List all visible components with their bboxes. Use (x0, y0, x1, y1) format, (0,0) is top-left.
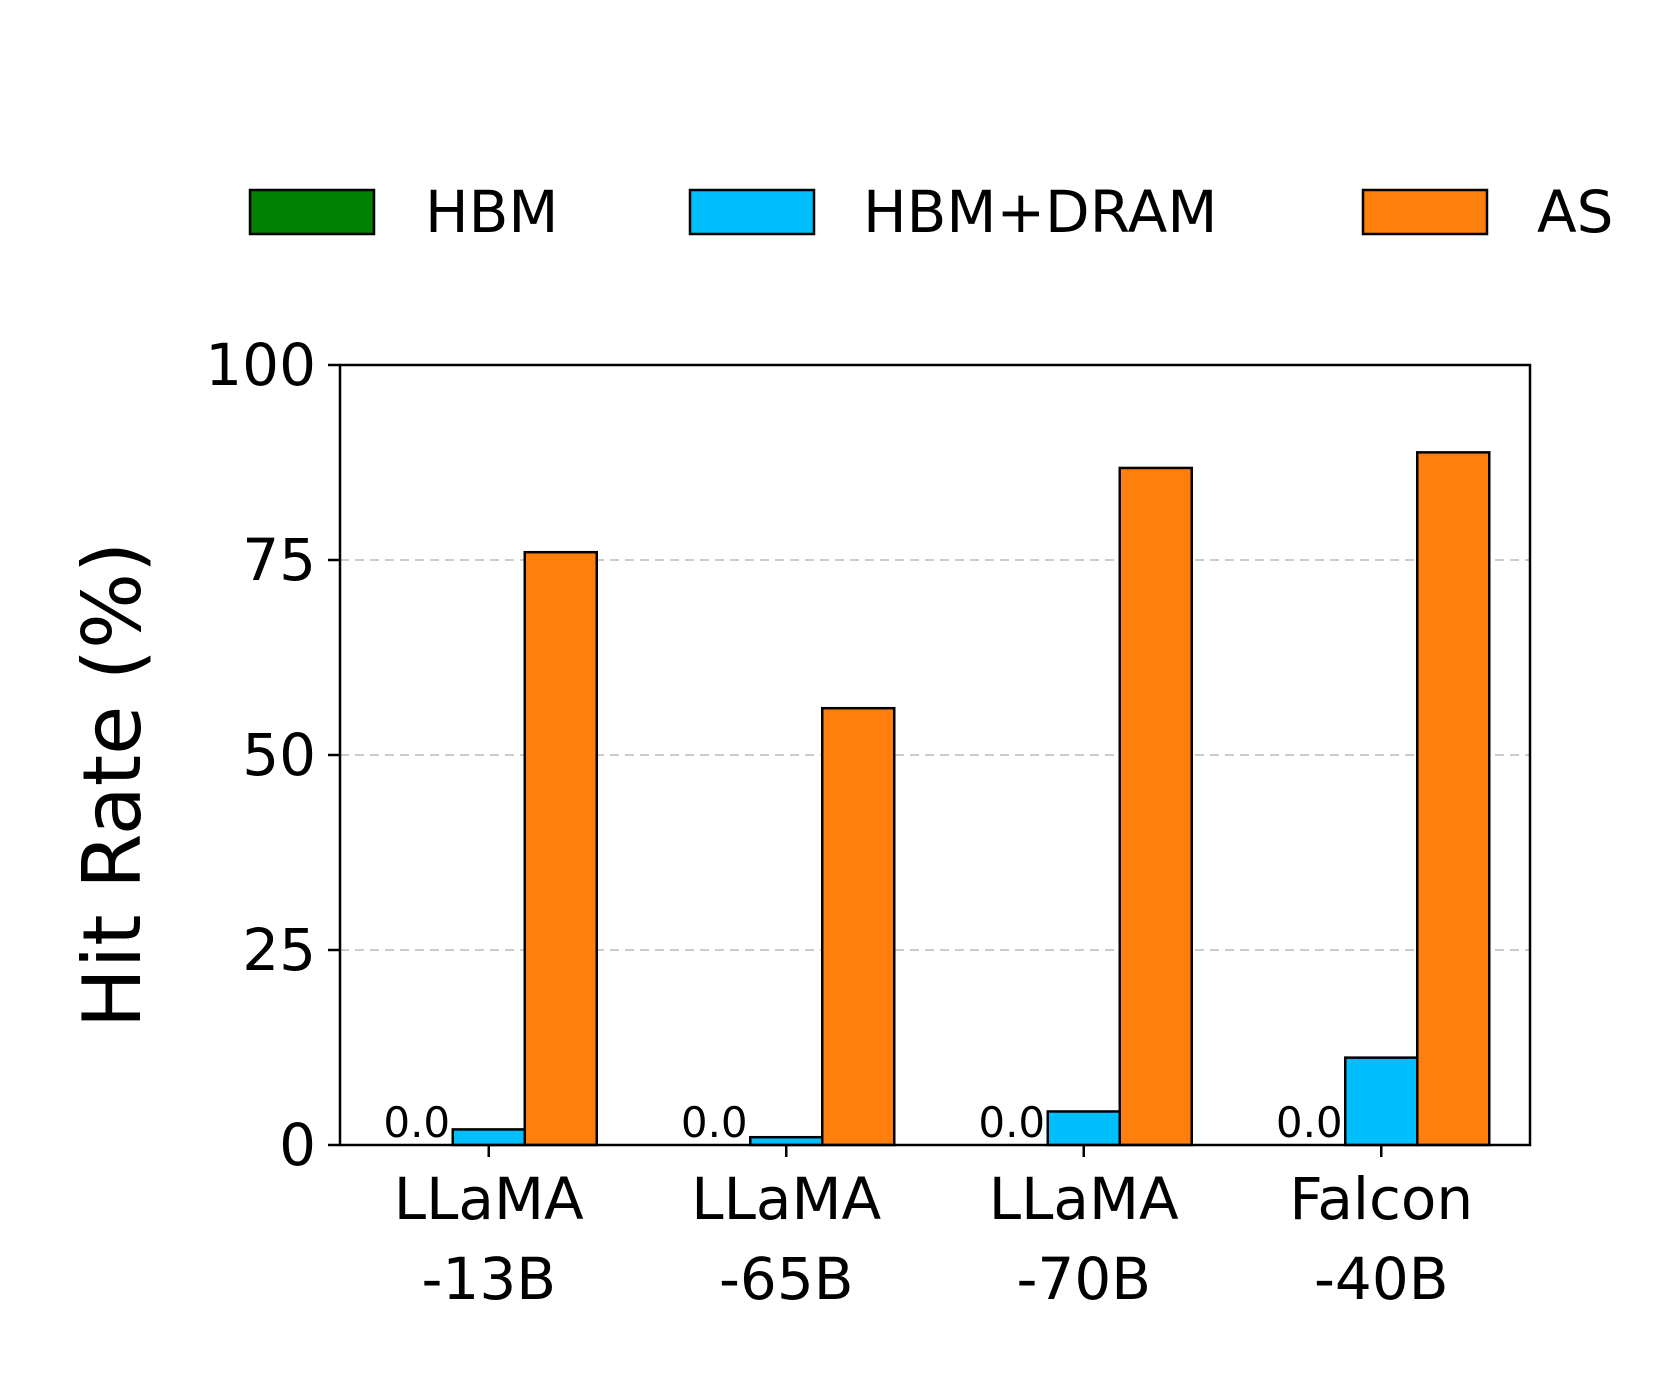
bar-hbm-dram-2 (1046, 1110, 1121, 1147)
bar-as-1 (821, 706, 896, 1147)
bar-as-2 (1118, 466, 1193, 1147)
legend-swatch-hbm-dram (688, 188, 816, 236)
x-axis: LLaMA -13B LLaMA -65B LLaMA -70B Falcon -40B (394, 1145, 1473, 1313)
y-axis-label: Hit Rate (%) (66, 542, 159, 1028)
bar-hbm-dram-3 (1344, 1056, 1419, 1147)
x-tick-label: LLaMA -65B (691, 1165, 881, 1313)
legend-label: HBM (425, 178, 558, 246)
data-label: 0.0 (383, 1098, 450, 1147)
data-label: 0.0 (978, 1098, 1045, 1147)
x-tick-label: LLaMA -70B (989, 1165, 1179, 1313)
grid-lines (340, 559, 1530, 951)
legend-label: AS (1537, 178, 1614, 246)
data-label: 0.0 (1276, 1098, 1343, 1147)
data-labels: 0.0 0.0 0.0 0.0 (383, 1098, 1342, 1147)
bar-hbm-dram-0 (451, 1128, 526, 1147)
legend-label: HBM+DRAM (863, 178, 1217, 246)
y-tick-label: 100 (205, 331, 316, 399)
y-axis: 0 25 50 75 100 (205, 331, 340, 1179)
bar-as-0 (523, 550, 598, 1147)
y-tick-label: 75 (242, 526, 316, 594)
data-label: 0.0 (681, 1098, 748, 1147)
bars (451, 451, 1491, 1147)
x-tick-label: Falcon -40B (1289, 1165, 1473, 1313)
legend: HBM HBM+DRAM AS (248, 178, 1614, 246)
y-tick-label: 0 (279, 1111, 316, 1179)
y-tick-label: 25 (242, 916, 316, 984)
x-tick-label: LLaMA -13B (394, 1165, 584, 1313)
y-tick-label: 50 (242, 721, 316, 789)
legend-swatch-hbm (248, 188, 376, 236)
legend-swatch-as (1361, 188, 1489, 236)
bar-as-3 (1416, 451, 1491, 1147)
